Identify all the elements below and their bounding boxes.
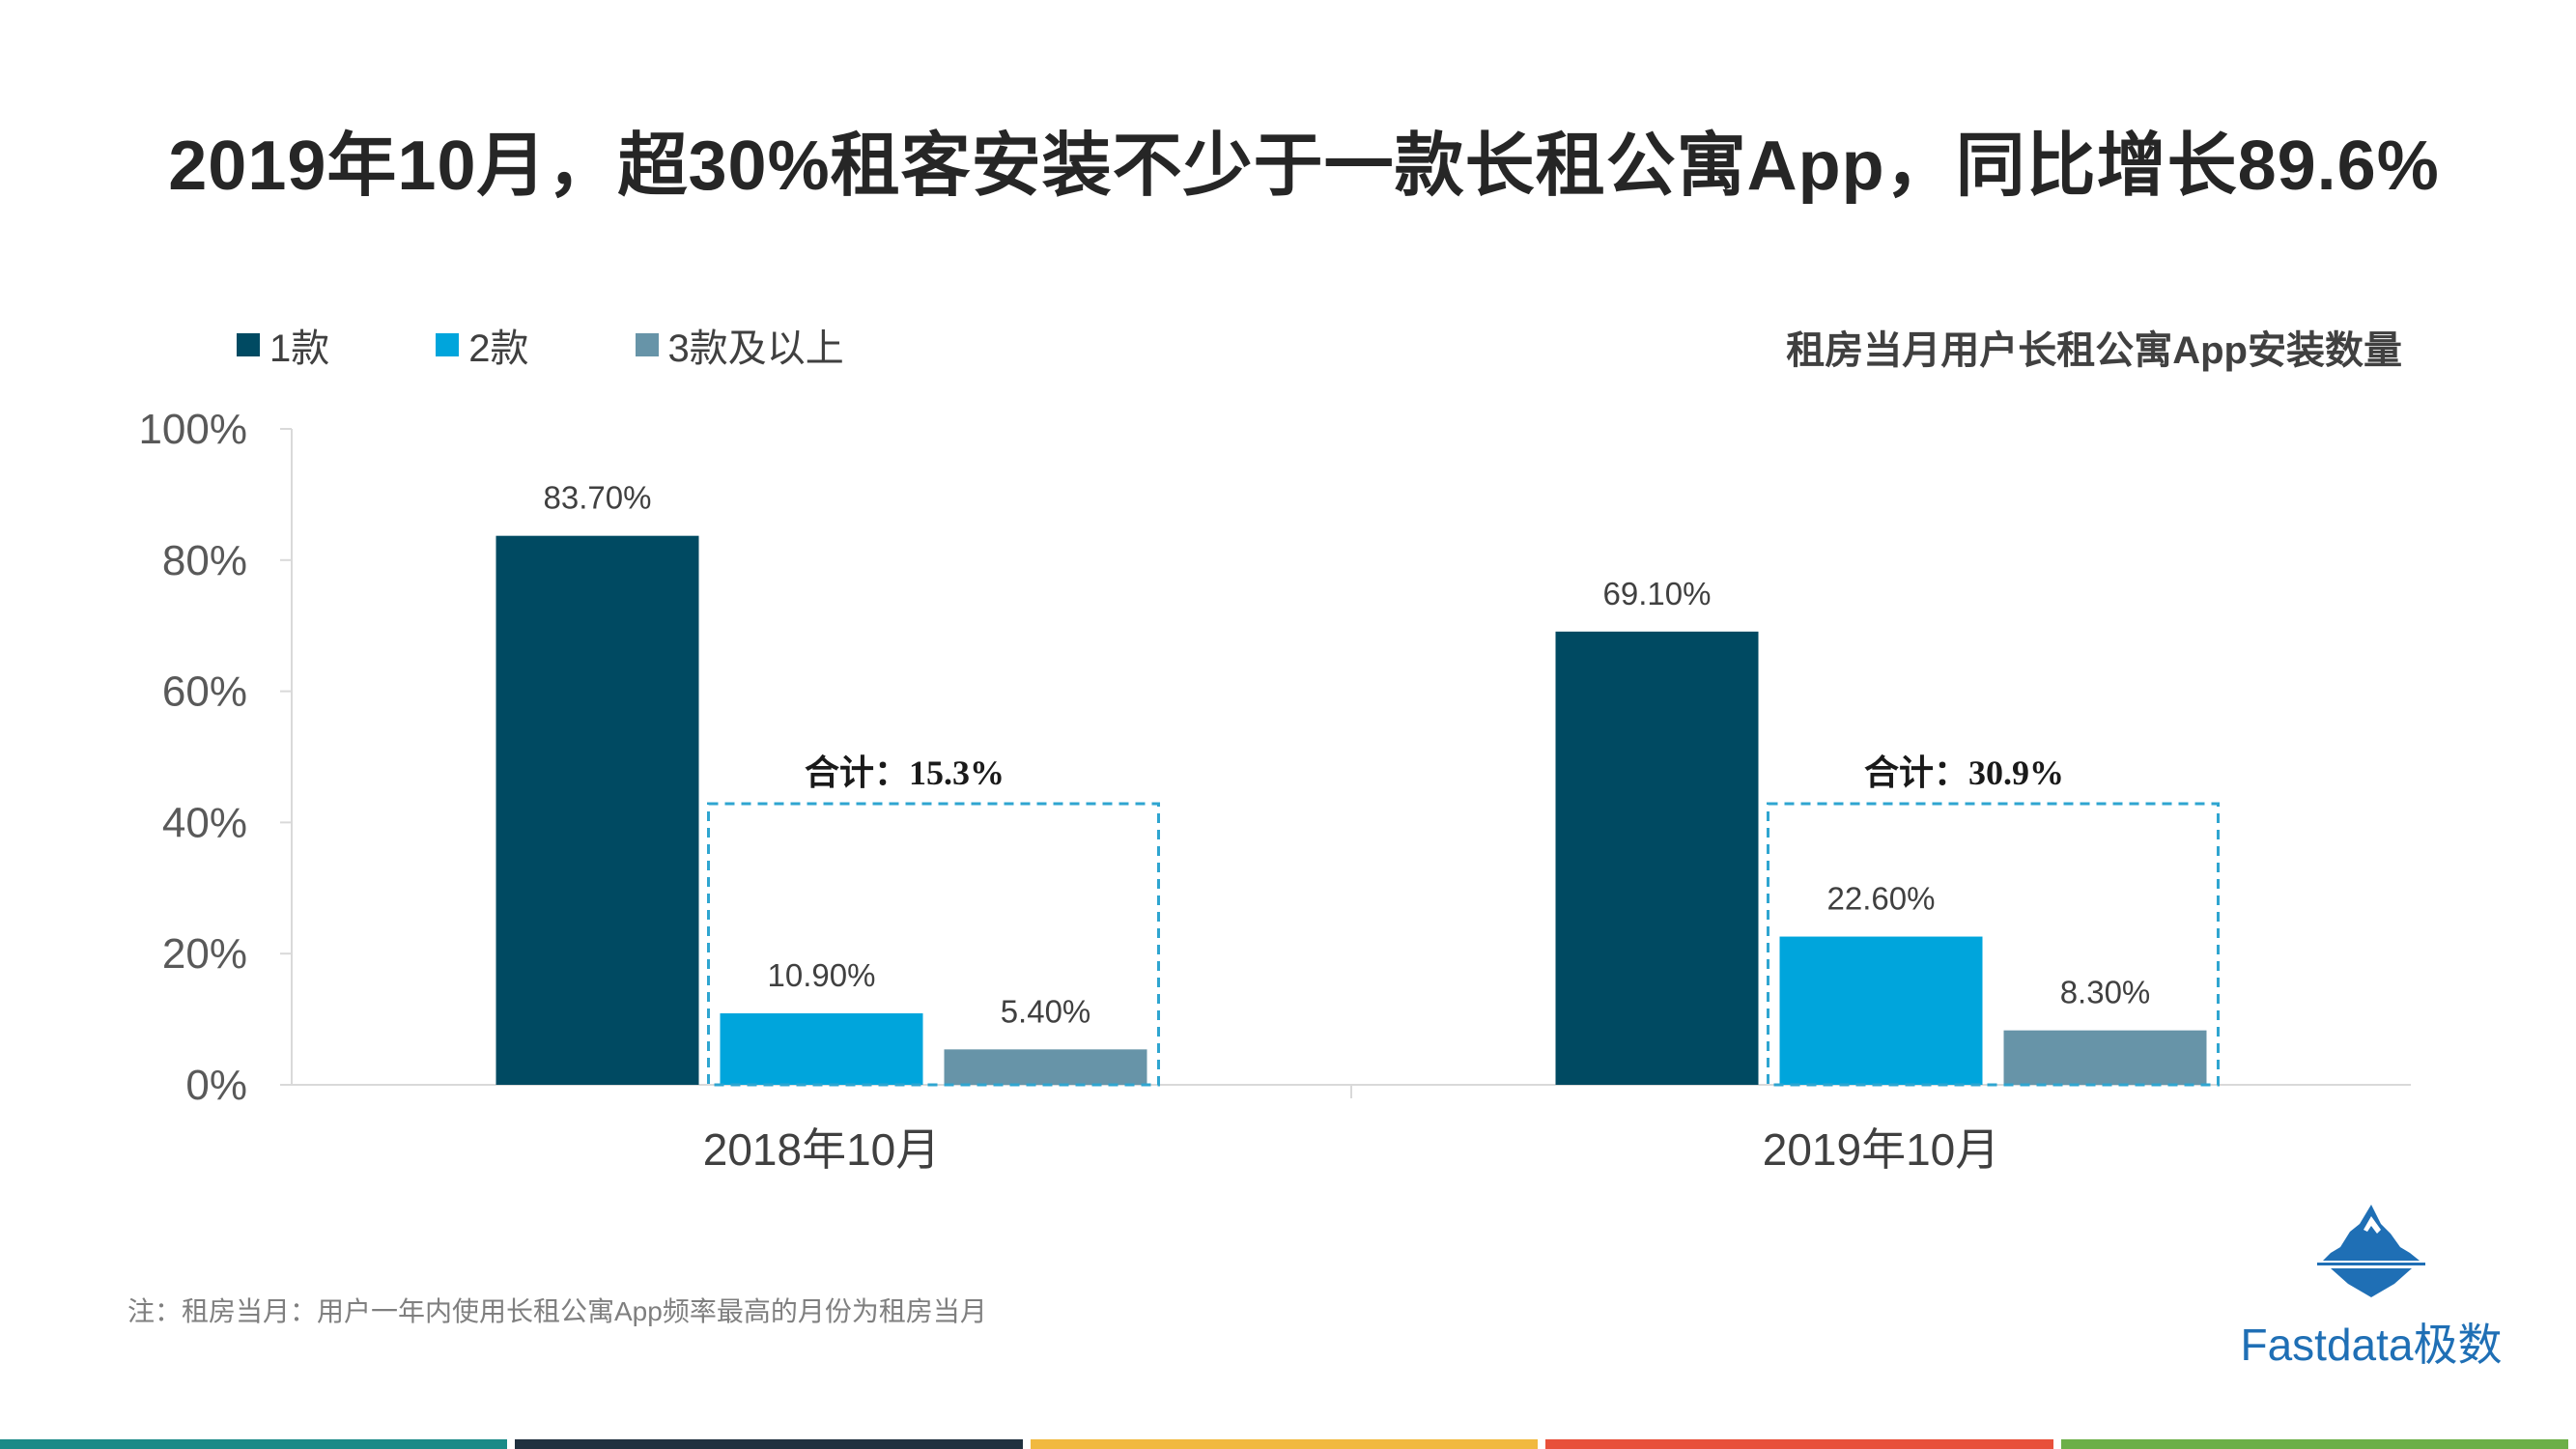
legend-item-2: 2款: [436, 317, 529, 373]
legend-swatch-3: [635, 333, 659, 356]
bar-1: [1555, 631, 1759, 1085]
page-title: 2019年10月，超30%租客安装不少于一款长租公寓App，同比增长89.6%: [168, 128, 2440, 205]
bottom-color-bar: [0, 1439, 2576, 1449]
y-tick-label: 0%: [185, 1062, 247, 1109]
legend-item-1: 1款: [237, 317, 329, 373]
bottom-bar-segment-5: [2060, 1439, 2569, 1449]
data-label: 22.60%: [1827, 881, 1936, 917]
legend-label-1: 1款: [269, 327, 330, 370]
footnote: 注：租房当月：用户一年内使用长租公寓App频率最高的月份为租房当月: [127, 1296, 987, 1326]
y-tick-label: 60%: [162, 668, 247, 716]
data-label: 10.90%: [768, 957, 876, 993]
bar-2: [1779, 936, 1983, 1085]
legend-swatch-2: [436, 333, 460, 356]
legend-item-3: 3款及以上: [635, 317, 844, 373]
bar-3: [944, 1049, 1147, 1085]
y-tick-label: 80%: [162, 537, 247, 584]
data-label: 8.30%: [2060, 975, 2151, 1010]
y-tick-label: 40%: [162, 799, 247, 846]
x-category-label: 2019年10月: [1763, 1124, 2000, 1175]
data-label: 5.40%: [1001, 993, 1091, 1029]
logo: Fastdata极数: [2231, 1203, 2511, 1374]
data-label: 83.70%: [544, 480, 652, 516]
total-annotation: 合计：15.3%: [805, 753, 1005, 792]
logo-text: Fastdata极数: [2240, 1320, 2503, 1370]
bottom-bar-segment-3: [1030, 1439, 1539, 1449]
total-annotation: 合计：30.9%: [1864, 753, 2064, 792]
legend: 1款 2款 3款及以上: [237, 317, 950, 373]
x-category-label: 2018年10月: [703, 1124, 941, 1175]
total-highlight-box: [707, 802, 1160, 1087]
legend-label-3: 3款及以上: [667, 327, 844, 370]
y-tick-label: 100%: [138, 406, 247, 453]
bar-1: [495, 535, 699, 1085]
legend-swatch-1: [237, 333, 260, 356]
bottom-bar-segment-2: [515, 1439, 1023, 1449]
total-highlight-box: [1767, 802, 2220, 1087]
bottom-bar-segment-4: [1545, 1439, 2053, 1449]
iceberg-logo-icon: [2317, 1205, 2425, 1297]
bottom-bar-segment-1: [0, 1439, 508, 1449]
bar-3: [2003, 1030, 2207, 1085]
bar-2: [720, 1012, 923, 1085]
data-label: 69.10%: [1603, 576, 1712, 611]
legend-label-2: 2款: [468, 327, 529, 370]
chart-subtitle: 租房当月用户长租公寓App安装数量: [1786, 329, 2402, 372]
bar-chart: 0% 20% 40% 60% 80% 100% 83.70% 10.90% 5.40% 合计：15…: [138, 406, 2411, 1175]
y-tick-label: 20%: [162, 930, 247, 978]
